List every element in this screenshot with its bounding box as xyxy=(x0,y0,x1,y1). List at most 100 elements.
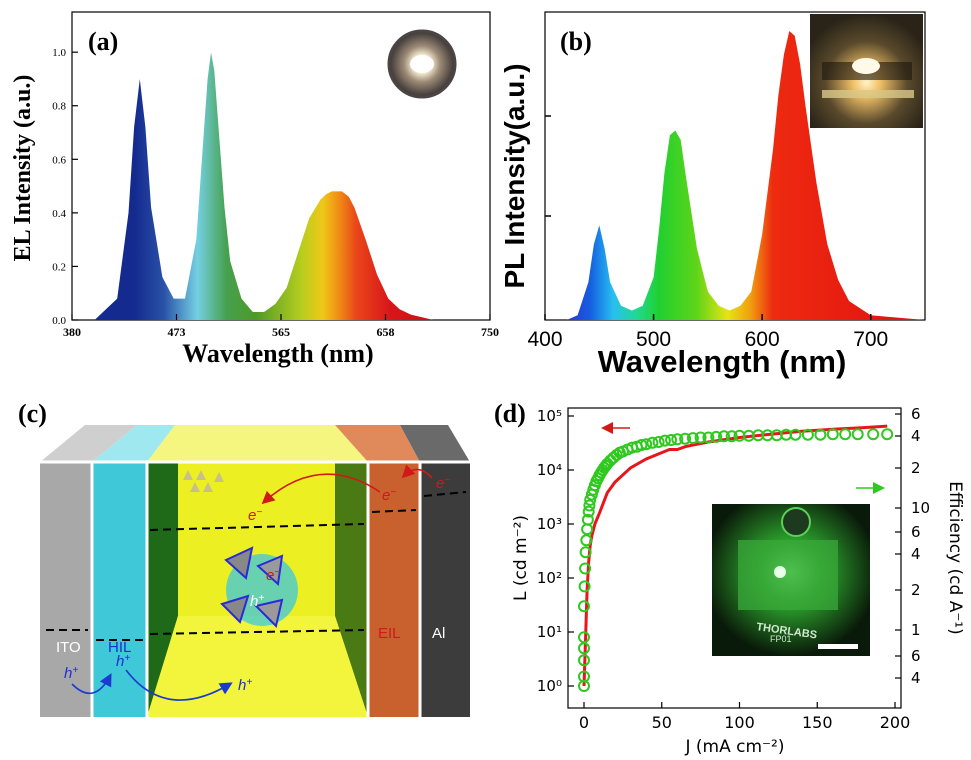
efficiency-point xyxy=(578,600,590,613)
panel-d-label: (d) xyxy=(494,399,526,428)
efficiency-point xyxy=(679,432,692,445)
al-layer-top xyxy=(400,425,470,462)
efficiency-point xyxy=(710,430,723,443)
svg-text:e−: e− xyxy=(436,475,450,493)
panel-d-xlabel: J (mA cm⁻²) xyxy=(685,737,785,757)
svg-text:h+: h+ xyxy=(116,653,130,671)
panel-d-xtick-label: 50 xyxy=(652,713,672,732)
emitter-right-wall xyxy=(335,462,368,717)
efficiency-point xyxy=(814,428,827,441)
panel-a-ylabel: EL Intensity (a.u.) xyxy=(10,75,36,262)
panel-d-ylabel-left: L (cd m⁻²) xyxy=(511,515,531,601)
efficiency-point xyxy=(640,438,653,451)
panel-c: (c) xyxy=(18,399,470,717)
svg-text:e−: e− xyxy=(248,507,262,525)
efficiency-point xyxy=(665,434,678,446)
panel-d-ytick-right-label: 4 xyxy=(911,545,921,563)
panel-a-label: (a) xyxy=(88,27,118,56)
panel-d-xtick-label: 100 xyxy=(724,713,755,732)
eil-label: EIL xyxy=(378,625,401,642)
efficiency-point xyxy=(582,505,595,518)
efficiency-point xyxy=(789,428,802,441)
emitter-left-wall xyxy=(147,462,178,717)
panel-a-xtick-label: 565 xyxy=(272,325,290,339)
efficiency-point xyxy=(826,428,839,441)
efficiency-point xyxy=(635,439,648,451)
efficiency-point xyxy=(581,523,594,536)
panel-a-xtick-label: 380 xyxy=(63,325,81,339)
panel-d-ytick-right-label: 2 xyxy=(911,459,921,477)
panel-d-ytick-left-label: 10⁴ xyxy=(537,461,562,479)
efficiency-point xyxy=(578,654,590,667)
panel-d-xtick-label: 150 xyxy=(802,713,833,732)
panel-b-ylabel: PL Intensity(a.u.) xyxy=(499,63,530,288)
efficiency-point xyxy=(578,642,590,655)
panel-a-xtick-label: 473 xyxy=(168,325,186,339)
efficiency-point xyxy=(578,631,590,644)
efficiency-point xyxy=(579,546,592,559)
efficiency-point xyxy=(671,433,684,446)
svg-text:e−: e− xyxy=(382,487,396,505)
efficiency-point xyxy=(652,436,665,448)
svg-text:h+: h+ xyxy=(250,593,264,611)
efficiency-point xyxy=(694,431,707,444)
panel-d-ytick-right-label: 4 xyxy=(911,427,921,445)
panel-c-label: (c) xyxy=(18,399,47,428)
layer-separators xyxy=(40,460,470,717)
panel-a-xtick-label: 750 xyxy=(481,325,499,339)
panel-d-ytick-right-label: 2 xyxy=(911,581,921,599)
svg-text:h+: h+ xyxy=(238,677,252,695)
svg-text:e−: e− xyxy=(266,567,280,585)
panel-a-xlabel: Wavelength (nm) xyxy=(182,339,373,368)
ito-layer xyxy=(40,462,92,717)
panel-d-xtick-label: 200 xyxy=(880,713,911,732)
efficiency-point xyxy=(839,428,852,441)
hil-layer-top xyxy=(92,425,175,462)
efficiency-point xyxy=(702,431,715,444)
emitter-layer-top xyxy=(147,425,368,462)
holes: h+ h+ h+ h+ xyxy=(64,593,264,695)
panel-a-ytick-label: 0.8 xyxy=(52,101,66,113)
panel-a-ytick-label: 0.0 xyxy=(52,315,66,327)
panel-d-ytick-left-label: 10⁵ xyxy=(537,407,562,425)
efficiency-point xyxy=(646,436,659,449)
panel-a-xtick-label: 658 xyxy=(377,325,395,339)
panel-b-xtick-label: 700 xyxy=(853,328,888,351)
panel-d-ytick-left-label: 10³ xyxy=(537,515,562,533)
perovskite-crystal-icon xyxy=(220,546,298,628)
panel-d-ytick-right-label: 6 xyxy=(911,523,921,541)
efficiency-point xyxy=(725,430,738,443)
panel-d-ytick-right-label: 6 xyxy=(911,405,921,423)
panel-d-inset-photo: THORLABS FP01 xyxy=(712,504,870,656)
ito-label: ITO xyxy=(56,639,81,656)
svg-text:h+: h+ xyxy=(64,665,78,683)
panel-b-xtick-label: 600 xyxy=(745,328,780,351)
electrons: e− e− e− e− xyxy=(248,475,450,585)
panel-d-ytick-right-label: 10 xyxy=(911,499,930,517)
efficiency-point xyxy=(601,457,614,470)
panel-d-ytick-left-label: 10⁰ xyxy=(537,677,562,695)
panel-d-frame xyxy=(567,407,902,709)
al-layer xyxy=(420,462,470,717)
inset-scale-bar xyxy=(818,644,858,649)
panel-b-inset-photo xyxy=(810,14,923,128)
panel-b-label: (b) xyxy=(560,27,592,56)
energy-levels xyxy=(46,491,467,641)
efficiency-point xyxy=(718,430,730,443)
panel-b-yticks xyxy=(545,115,551,217)
efficiency-point xyxy=(581,513,594,526)
hil-label: HIL xyxy=(108,639,131,656)
efficiency-point xyxy=(851,428,864,441)
efficiency-point xyxy=(801,428,814,441)
panel-d: (d) THORLABS FP01 0 50 100 150 200 10⁰ 10¹ 10²… xyxy=(494,399,965,757)
al-label: Al xyxy=(432,625,445,642)
efficiency-point xyxy=(881,428,894,441)
panel-b-xtick-label: 400 xyxy=(527,328,562,351)
panel-d-ytick-right-label: 6 xyxy=(911,647,921,665)
efficiency-point xyxy=(867,428,880,441)
hil-layer xyxy=(92,462,147,717)
efficiency-point xyxy=(658,434,671,447)
emitter-floor xyxy=(147,616,368,717)
inset-model-label: FP01 xyxy=(770,634,792,644)
panel-a-ytick-label: 0.4 xyxy=(52,208,66,220)
